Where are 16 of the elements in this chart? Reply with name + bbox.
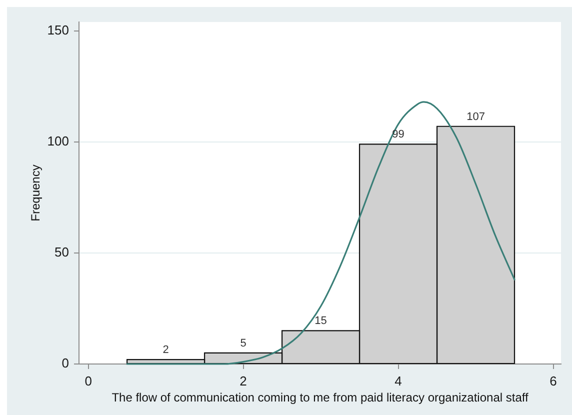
- data-label: 5: [240, 337, 246, 350]
- x-tick-label: 4: [394, 373, 402, 388]
- x-tick-label: 6: [550, 373, 557, 388]
- y-tick-label: 100: [47, 134, 69, 148]
- data-label: 15: [314, 315, 327, 328]
- data-label: 107: [466, 110, 485, 123]
- data-label: 99: [392, 128, 404, 141]
- y-tick-label: 150: [47, 22, 69, 38]
- x-axis-title: The flow of communication coming to me from paid literacy organizational staff: [112, 390, 529, 404]
- y-tick-label: 0: [62, 356, 69, 371]
- y-tick-label: 50: [54, 244, 69, 260]
- y-axis-title: Frequency: [28, 164, 42, 222]
- x-tick-label: 0: [84, 373, 92, 388]
- line-series: [126, 101, 516, 365]
- x-tick-label: 2: [240, 373, 247, 388]
- data-label: 2: [162, 344, 169, 356]
